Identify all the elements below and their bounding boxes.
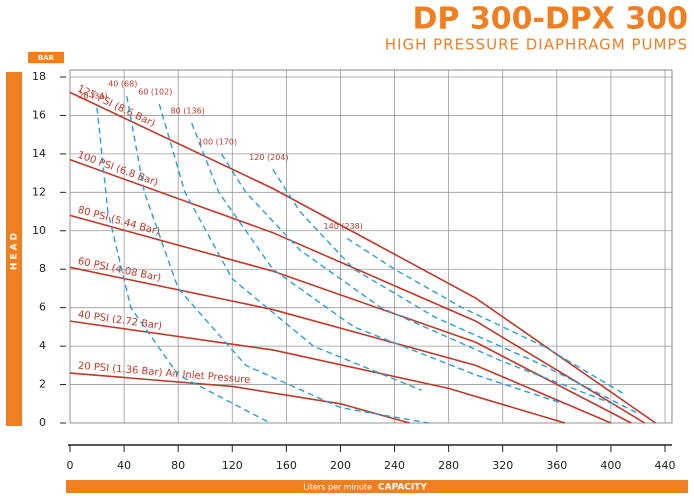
series-line: [191, 122, 564, 405]
y-tick-label: 0: [39, 416, 46, 429]
x-tick-label: 80: [171, 459, 185, 472]
y-tick-label: 18: [32, 70, 46, 83]
series-label: 100 PSI (6.8 Bar): [76, 150, 160, 189]
y-tick-label: 6: [39, 301, 46, 314]
x-axis-band: [66, 480, 688, 493]
series-line: [69, 266, 612, 424]
series-line: [272, 168, 639, 415]
series-label: 80 (136): [171, 107, 205, 116]
y-axis-band: [6, 72, 22, 426]
x-tick-label: 440: [655, 459, 676, 472]
series-line: [220, 153, 618, 407]
series-label: 100 (170): [198, 137, 237, 146]
chart-title: DP 300-DPX 300: [413, 2, 689, 37]
y-unit: BAR: [38, 54, 55, 62]
y-tick-label: 12: [32, 185, 46, 198]
x-tick-label: 40: [117, 459, 131, 472]
y-tick-label: 14: [32, 147, 46, 160]
x-tick-label: 280: [438, 459, 459, 472]
y-tick-label: 10: [32, 224, 46, 237]
series-label: 120 (204): [249, 153, 288, 162]
series-line: [69, 214, 632, 424]
x-tick-label: 200: [330, 459, 351, 472]
x-tick-label: 320: [492, 459, 513, 472]
series-line: [126, 96, 429, 424]
series-line: [69, 158, 646, 424]
x-tick-label: 120: [222, 459, 243, 472]
x-axis-title-emphasis: CAPACITY: [378, 483, 427, 493]
y-tick-label: 4: [39, 339, 46, 352]
unit-badge: [28, 52, 64, 63]
x-axis-title: Liters per minute: [303, 483, 372, 492]
series-label: 20 PSI (1.36 Bar) Air Inlet Pressure: [78, 361, 251, 386]
series-line: [69, 91, 656, 424]
chart-subtitle: HIGH PRESSURE DIAPHRAGM PUMPS: [385, 36, 688, 54]
series-label: 140 (238): [324, 222, 363, 231]
y-axis-title: HEAD: [10, 230, 20, 270]
series-line: [69, 320, 566, 424]
series-line: [158, 103, 422, 391]
series-label: 40 (68): [108, 80, 137, 89]
x-tick-label: 400: [600, 459, 621, 472]
y-tick-label: 2: [39, 378, 46, 391]
x-tick-label: 160: [276, 459, 297, 472]
y-tick-label: 8: [39, 262, 46, 275]
x-tick-label: 360: [546, 459, 567, 472]
series-line: [346, 237, 625, 395]
x-tick-label: 0: [67, 459, 74, 472]
series-label: 60 (102): [138, 87, 172, 96]
x-tick-label: 240: [384, 459, 405, 472]
y-tick-label: 16: [32, 108, 46, 121]
series-line: [96, 107, 271, 424]
series-label: 20 (34): [78, 91, 107, 100]
